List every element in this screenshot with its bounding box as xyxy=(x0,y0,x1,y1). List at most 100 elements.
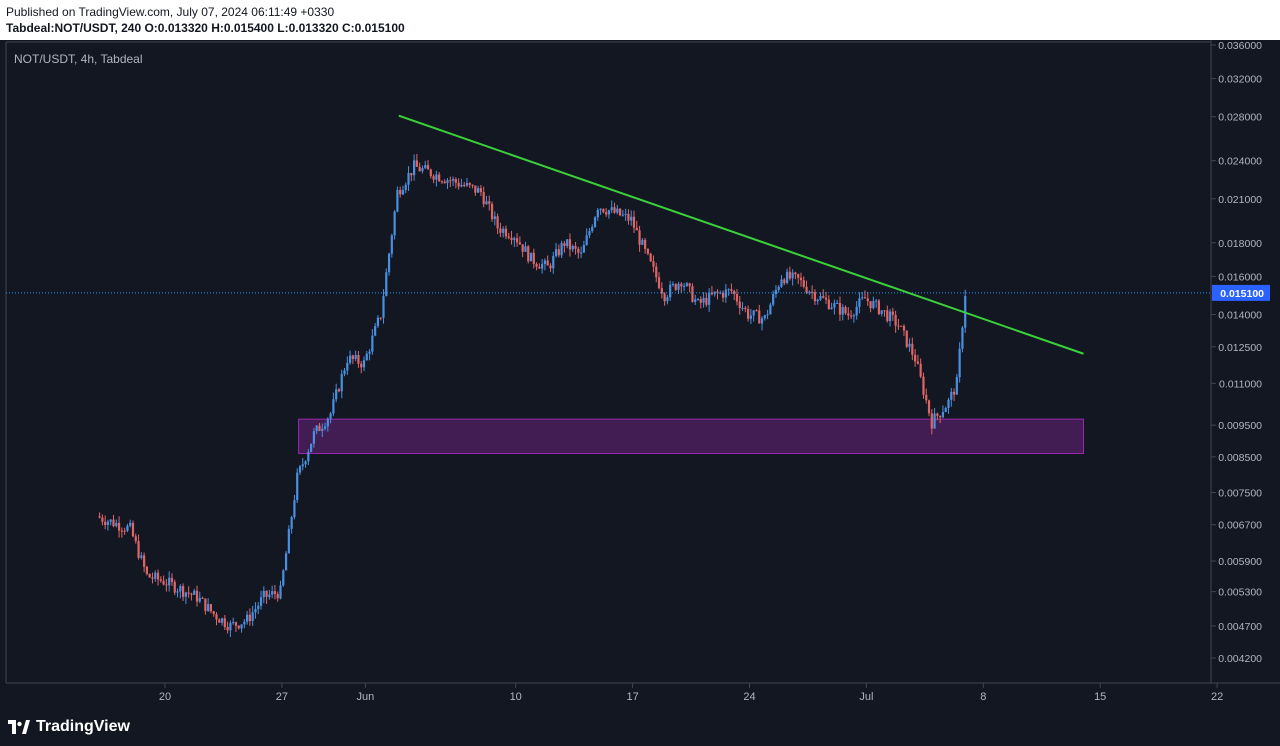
candle-body xyxy=(627,213,630,221)
price-tick-label: 0.028000 xyxy=(1218,112,1262,124)
candle-body xyxy=(941,412,945,418)
candle-body xyxy=(624,213,627,215)
candle-body xyxy=(154,572,157,579)
candle-body xyxy=(479,188,483,193)
candle-body xyxy=(641,239,644,245)
candle-body xyxy=(554,249,558,257)
candle-body xyxy=(257,605,260,610)
candle-body xyxy=(783,279,786,284)
candle-body xyxy=(532,252,535,265)
candle-body xyxy=(510,237,513,241)
candle-body xyxy=(733,290,736,295)
candle-body xyxy=(212,611,215,615)
candle-body xyxy=(276,594,279,599)
candle-body xyxy=(872,301,875,309)
tradingview-logo[interactable]: TradingView xyxy=(8,718,130,736)
candle-body xyxy=(374,326,377,336)
candle-body xyxy=(721,292,725,298)
descending-trendline[interactable] xyxy=(398,114,1084,355)
candle-body xyxy=(393,211,396,236)
candle-body xyxy=(744,307,747,309)
candle-body xyxy=(930,413,933,429)
tradingview-logo-icon xyxy=(8,720,30,734)
candle-body xyxy=(318,425,321,431)
candle-body xyxy=(543,260,547,264)
candle-body xyxy=(134,536,137,542)
candle-body xyxy=(290,517,293,529)
candle-body xyxy=(646,248,650,254)
candle-body xyxy=(763,315,766,319)
candle-body xyxy=(471,184,474,186)
candle-body xyxy=(198,597,201,602)
candle-body xyxy=(223,618,226,628)
candle-body xyxy=(529,252,533,262)
candle-body xyxy=(229,622,232,631)
candle-body xyxy=(426,165,430,170)
candle-body xyxy=(485,201,488,205)
price-chart[interactable]: 0.036000 0.032000 0.028000 0.024000 0.021000… xyxy=(0,40,1280,706)
candle-body xyxy=(527,246,530,262)
candle-body xyxy=(593,217,597,227)
candle-body xyxy=(215,614,218,620)
candle-body xyxy=(557,249,560,256)
candle-body xyxy=(897,325,900,327)
candle-body xyxy=(911,343,914,355)
candle-body xyxy=(340,373,343,392)
chart-area[interactable]: 0.036000 0.032000 0.028000 0.024000 0.021000… xyxy=(0,40,1280,706)
price-axis[interactable]: 0.036000 0.032000 0.028000 0.024000 0.021000… xyxy=(1211,40,1270,665)
candle-body xyxy=(435,174,438,180)
candle-body xyxy=(421,168,424,172)
time-tick-label: 22 xyxy=(1211,691,1223,703)
candle-body xyxy=(546,260,549,266)
candle-body xyxy=(348,355,352,363)
candle-body xyxy=(596,209,599,218)
candle-body xyxy=(772,294,775,305)
price-tick-label: 0.012500 xyxy=(1218,342,1262,354)
published-text: Published on TradingView.com, July 07, 2… xyxy=(6,5,335,19)
candle-body xyxy=(858,298,861,307)
candle-body xyxy=(585,235,588,246)
candle-body xyxy=(644,239,647,249)
candle-body xyxy=(724,289,727,298)
candle-body xyxy=(588,231,591,236)
time-tick-label: 24 xyxy=(743,691,755,703)
candle-body xyxy=(599,208,602,210)
candle-body xyxy=(582,245,585,253)
candle-body xyxy=(365,353,368,361)
candle-body xyxy=(357,354,360,364)
candle-body xyxy=(883,310,886,312)
candle-body xyxy=(451,179,455,181)
candle-body xyxy=(120,530,123,532)
candle-body xyxy=(112,519,115,527)
candle-body xyxy=(298,466,302,473)
candle-body xyxy=(454,179,457,183)
candle-body xyxy=(794,272,797,275)
last-price-label: 0.015100 xyxy=(1220,288,1264,300)
candle-body xyxy=(766,314,769,316)
price-tick-label: 0.006700 xyxy=(1218,520,1262,532)
candle-body xyxy=(296,472,299,501)
demand-zone[interactable] xyxy=(298,418,1085,455)
candle-body xyxy=(307,451,310,462)
candle-body xyxy=(463,184,466,186)
candle-body xyxy=(195,590,199,602)
candle-body xyxy=(368,351,371,354)
candle-body xyxy=(173,581,176,593)
candle-body xyxy=(168,577,171,586)
candle-body xyxy=(440,181,444,183)
candle-body xyxy=(184,592,187,597)
candle-body xyxy=(908,343,911,347)
candle-body xyxy=(401,190,405,195)
candle-body xyxy=(496,216,499,229)
candle-body xyxy=(791,272,794,279)
candle-body xyxy=(104,521,107,525)
time-axis[interactable]: 20 27 Jun 10 17 24 Jul 8 15 22 xyxy=(159,683,1223,703)
candle-body xyxy=(424,165,427,169)
candle-body xyxy=(891,311,894,315)
price-tick-label: 0.016000 xyxy=(1218,271,1262,283)
candle-body xyxy=(925,394,928,401)
candle-body xyxy=(919,363,922,377)
candle-body xyxy=(674,284,677,290)
candle-body xyxy=(780,279,783,287)
candle-body xyxy=(323,426,327,429)
